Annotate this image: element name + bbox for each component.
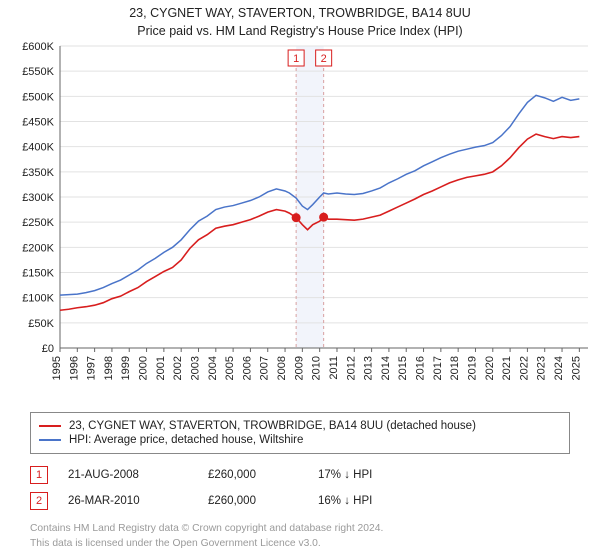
- license-line: This data is licensed under the Open Gov…: [30, 537, 570, 551]
- svg-text:£300K: £300K: [22, 192, 54, 204]
- svg-text:2001: 2001: [155, 356, 167, 380]
- sale-badge-label: 2: [321, 53, 327, 65]
- svg-text:2011: 2011: [328, 356, 340, 380]
- sale-price: £260,000: [208, 469, 298, 481]
- title-subtitle: Price paid vs. HM Land Registry's House …: [0, 22, 600, 40]
- svg-text:1997: 1997: [86, 356, 98, 380]
- svg-text:1998: 1998: [103, 356, 115, 380]
- sale-price: £260,000: [208, 495, 298, 507]
- svg-text:2020: 2020: [484, 356, 496, 380]
- sale-badge: 1: [30, 466, 48, 484]
- svg-text:£100K: £100K: [22, 293, 54, 305]
- svg-text:2018: 2018: [449, 356, 461, 380]
- license-line: Contains HM Land Registry data © Crown c…: [30, 522, 570, 536]
- sale-row: 2 26-MAR-2010 £260,000 16% ↓ HPI: [30, 488, 570, 514]
- svg-text:2019: 2019: [466, 356, 478, 380]
- svg-text:£150K: £150K: [22, 268, 54, 280]
- legend-label: HPI: Average price, detached house, Wilt…: [69, 434, 303, 446]
- svg-text:2016: 2016: [415, 356, 427, 380]
- svg-text:2021: 2021: [501, 356, 513, 380]
- svg-text:£500K: £500K: [22, 92, 54, 104]
- svg-text:2025: 2025: [570, 356, 582, 380]
- svg-text:£200K: £200K: [22, 243, 54, 255]
- svg-text:2012: 2012: [345, 356, 357, 380]
- legend-item: 23, CYGNET WAY, STAVERTON, TROWBRIDGE, B…: [39, 419, 561, 433]
- sale-date: 21-AUG-2008: [68, 469, 188, 481]
- svg-text:2007: 2007: [259, 356, 271, 380]
- svg-text:£600K: £600K: [22, 41, 54, 53]
- svg-text:2002: 2002: [172, 356, 184, 380]
- svg-text:£450K: £450K: [22, 117, 54, 129]
- svg-text:£350K: £350K: [22, 167, 54, 179]
- sale-marker: [319, 213, 328, 222]
- svg-text:1995: 1995: [51, 356, 63, 380]
- svg-text:2017: 2017: [432, 356, 444, 380]
- sale-badge: 2: [30, 492, 48, 510]
- chart-titles: 23, CYGNET WAY, STAVERTON, TROWBRIDGE, B…: [0, 0, 600, 40]
- svg-text:2014: 2014: [380, 356, 392, 380]
- legend-swatch: [39, 439, 61, 441]
- svg-text:£50K: £50K: [28, 318, 54, 330]
- sale-row: 1 21-AUG-2008 £260,000 17% ↓ HPI: [30, 462, 570, 488]
- svg-text:2010: 2010: [311, 356, 323, 380]
- title-address: 23, CYGNET WAY, STAVERTON, TROWBRIDGE, B…: [0, 4, 600, 22]
- svg-text:2005: 2005: [224, 356, 236, 380]
- sale-badge-label: 1: [293, 53, 299, 65]
- svg-text:2024: 2024: [553, 356, 565, 380]
- svg-text:2023: 2023: [536, 356, 548, 380]
- sale-marker: [292, 213, 301, 222]
- legend-label: 23, CYGNET WAY, STAVERTON, TROWBRIDGE, B…: [69, 420, 476, 432]
- svg-text:2015: 2015: [397, 356, 409, 380]
- svg-text:£400K: £400K: [22, 142, 54, 154]
- sales-table: 1 21-AUG-2008 £260,000 17% ↓ HPI 2 26-MAR-201…: [30, 462, 570, 514]
- legend: 23, CYGNET WAY, STAVERTON, TROWBRIDGE, B…: [30, 412, 570, 454]
- svg-text:£550K: £550K: [22, 66, 54, 78]
- sale-delta: 16% ↓ HPI: [318, 495, 408, 507]
- svg-text:2013: 2013: [363, 356, 375, 380]
- svg-text:2000: 2000: [138, 356, 150, 380]
- svg-text:2006: 2006: [241, 356, 253, 380]
- sale-date: 26-MAR-2010: [68, 495, 188, 507]
- svg-text:2003: 2003: [189, 356, 201, 380]
- svg-text:2022: 2022: [518, 356, 530, 380]
- svg-text:1999: 1999: [120, 356, 132, 380]
- svg-text:2008: 2008: [276, 356, 288, 380]
- svg-text:2009: 2009: [293, 356, 305, 380]
- svg-text:£250K: £250K: [22, 217, 54, 229]
- svg-text:£0: £0: [42, 343, 54, 355]
- line-chart: £0 £50K £100K £150K £200K £250K £300K £350K £400…: [0, 40, 600, 406]
- svg-text:1996: 1996: [68, 356, 80, 380]
- license-text: Contains HM Land Registry data © Crown c…: [30, 522, 570, 551]
- svg-text:2004: 2004: [207, 356, 219, 380]
- legend-item: HPI: Average price, detached house, Wilt…: [39, 433, 561, 447]
- chart-area: £0 £50K £100K £150K £200K £250K £300K £350K £400…: [0, 40, 600, 406]
- sale-delta: 17% ↓ HPI: [318, 469, 408, 481]
- legend-swatch: [39, 425, 61, 427]
